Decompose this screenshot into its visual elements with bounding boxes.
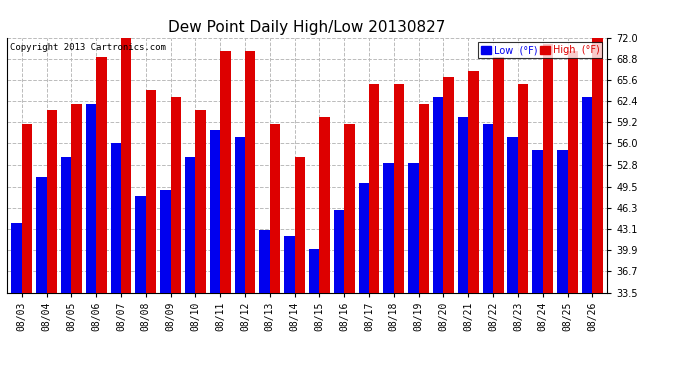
Bar — [135, 196, 146, 375]
Bar — [22, 124, 32, 375]
Bar — [493, 57, 504, 375]
Bar — [532, 150, 543, 375]
Bar — [86, 104, 96, 375]
Bar — [61, 157, 71, 375]
Bar — [210, 130, 220, 375]
Bar — [359, 183, 369, 375]
Bar — [458, 117, 469, 375]
Bar — [295, 157, 305, 375]
Bar — [110, 144, 121, 375]
Bar — [444, 77, 454, 375]
Bar — [567, 51, 578, 375]
Bar — [557, 150, 567, 375]
Bar — [483, 124, 493, 375]
Bar — [47, 110, 57, 375]
Bar — [419, 104, 429, 375]
Bar — [195, 110, 206, 375]
Bar — [344, 124, 355, 375]
Bar — [582, 97, 592, 375]
Bar — [309, 249, 319, 375]
Bar — [220, 51, 230, 375]
Bar — [284, 236, 295, 375]
Bar — [185, 157, 195, 375]
Bar — [96, 57, 107, 375]
Bar — [394, 84, 404, 375]
Bar — [518, 84, 529, 375]
Bar — [270, 124, 280, 375]
Bar — [507, 137, 518, 375]
Bar — [160, 190, 170, 375]
Bar — [121, 38, 131, 375]
Text: Copyright 2013 Cartronics.com: Copyright 2013 Cartronics.com — [10, 43, 166, 52]
Bar — [259, 230, 270, 375]
Bar — [592, 38, 603, 375]
Bar — [36, 177, 47, 375]
Bar — [235, 137, 245, 375]
Bar — [71, 104, 82, 375]
Bar — [170, 97, 181, 375]
Bar — [319, 117, 330, 375]
Bar — [469, 70, 479, 375]
Bar — [433, 97, 444, 375]
Bar — [146, 90, 156, 375]
Bar — [369, 84, 380, 375]
Legend: Low  (°F), High  (°F): Low (°F), High (°F) — [478, 42, 602, 58]
Bar — [408, 164, 419, 375]
Bar — [245, 51, 255, 375]
Bar — [334, 210, 344, 375]
Title: Dew Point Daily High/Low 20130827: Dew Point Daily High/Low 20130827 — [168, 20, 446, 35]
Bar — [543, 44, 553, 375]
Bar — [384, 164, 394, 375]
Bar — [11, 223, 22, 375]
